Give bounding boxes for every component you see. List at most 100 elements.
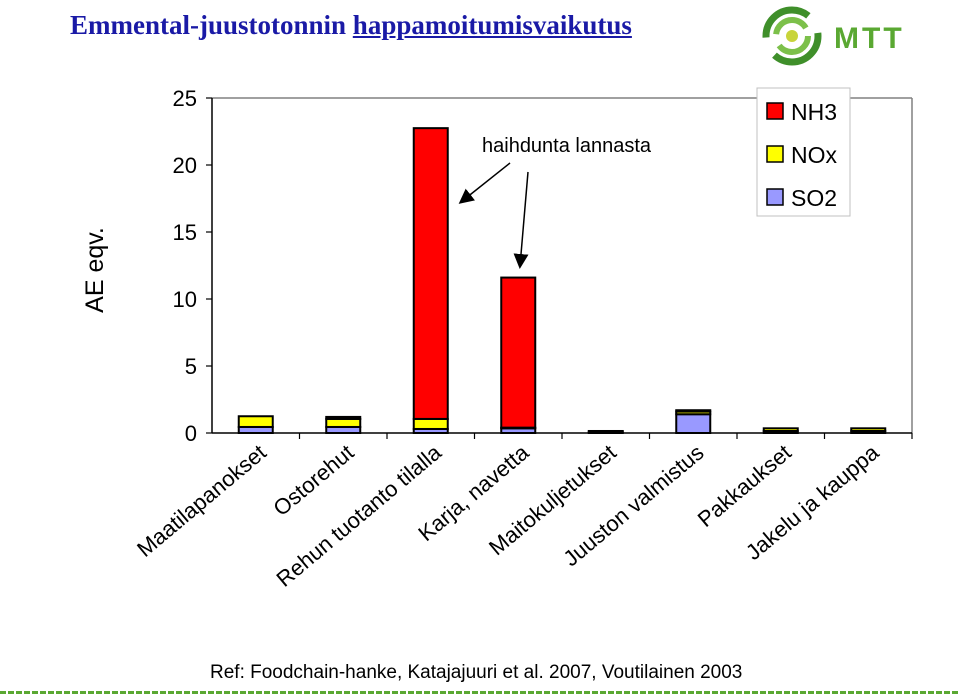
rule-dash [200,691,206,694]
rule-dash [560,691,566,694]
rule-dash [616,691,622,694]
rule-dash [360,691,366,694]
rule-dash [248,691,254,694]
rule-dash [640,691,646,694]
rule-dash [240,691,246,694]
legend-label: NOx [791,142,838,168]
rule-dash [544,691,550,694]
rule-dash [104,691,110,694]
rule-dash [440,691,446,694]
rule-dash [600,691,606,694]
rule-dash [632,691,638,694]
rule-dash [192,691,198,694]
rule-dash [568,691,574,694]
rule-dash [952,691,958,694]
rule-dash [152,691,158,694]
x-tick-label: Maatilapanokset [132,440,271,562]
rule-dash [552,691,558,694]
rule-dash [384,691,390,694]
annotation-arrow-2 [513,171,529,269]
rule-dash [704,691,710,694]
footer-rule [0,686,960,694]
rule-dash [400,691,406,694]
legend-label: NH3 [791,99,837,125]
rule-dash [784,691,790,694]
rule-dash [176,691,182,694]
rule-dash [208,691,214,694]
rule-dash [520,691,526,694]
rule-dash [160,691,166,694]
rule-dash [680,691,686,694]
rule-dash [136,691,142,694]
rule-dash [40,691,46,694]
rule-dash [808,691,814,694]
bar-segment-nox [325,417,362,428]
rule-dash [816,691,822,694]
logo-text: MTT [834,22,905,55]
rule-dash [256,691,262,694]
annotation-arrow-1 [458,162,511,204]
rule-dash [880,691,886,694]
rule-dash [888,691,894,694]
rule-dash [328,691,334,694]
rule-dash [56,691,62,694]
rule-dash [664,691,670,694]
title-part-2: happamoitumisvaikutus [352,10,632,40]
y-tick-label: 20 [173,153,197,178]
rule-dash [72,691,78,694]
rule-dash [800,691,806,694]
bar-segment-nox [762,427,799,432]
rule-dash [488,691,494,694]
rule-dash [168,691,174,694]
rule-dash [320,691,326,694]
rule-dash [496,691,502,694]
rule-dash [920,691,926,694]
rule-dash [584,691,590,694]
rule-dash [368,691,374,694]
rule-dash [624,691,630,694]
legend-swatch [766,102,784,120]
rule-dash [760,691,766,694]
rule-dash [536,691,542,694]
rule-dash [120,691,126,694]
legend-swatch [766,188,784,206]
rule-dash [224,691,230,694]
rule-dash [904,691,910,694]
y-tick-label: 5 [185,354,197,379]
rule-dash [272,691,278,694]
rule-dash [928,691,934,694]
rule-dash [688,691,694,694]
rule-dash [592,691,598,694]
rule-dash [712,691,718,694]
rule-dash [872,691,878,694]
y-tick-label: 10 [173,287,197,312]
rule-dash [448,691,454,694]
rule-dash [832,691,838,694]
rule-dash [456,691,462,694]
rule-dash [608,691,614,694]
rule-dash [424,691,430,694]
rule-dash [840,691,846,694]
logo-swirl-yellow [786,30,798,42]
y-tick-label: 25 [173,86,197,111]
logo-swirl-light [773,17,811,55]
rule-dash [792,691,798,694]
logo-swirl-dark [762,6,822,66]
rule-dash [232,691,238,694]
reference-text: Ref: Foodchain-hanke, Katajajuuri et al.… [210,662,743,683]
rule-dash [656,691,662,694]
rule-dash [912,691,918,694]
rule-dash [8,691,14,694]
rule-dash [344,691,350,694]
bar-segment-nh3 [325,415,362,420]
bar-segment-nox [412,417,449,430]
rule-dash [352,691,358,694]
rule-dash [64,691,70,694]
rule-dash [672,691,678,694]
bar-segment-nox [587,429,624,434]
rule-dash [896,691,902,694]
rule-dash [0,691,6,694]
legend-label: SO2 [791,185,837,211]
rule-dash [312,691,318,694]
rule-dash [728,691,734,694]
